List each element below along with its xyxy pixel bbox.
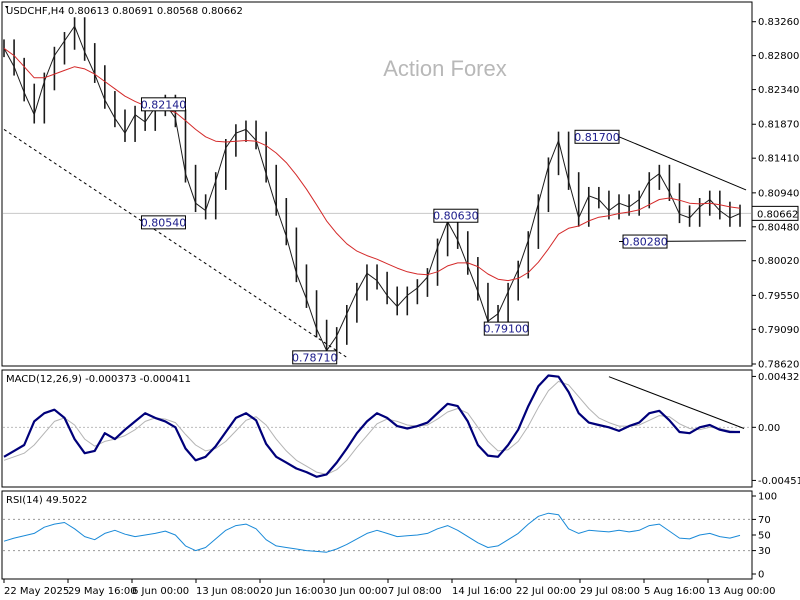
x-tick-label: 29 Jul 08:00 <box>580 586 640 597</box>
macd-trendline <box>608 376 745 429</box>
macd-panel: MACD(12,26,9) -0.000373 -0.000411 0.0043… <box>1 369 800 488</box>
price-annotation-label: 0.80630 <box>433 210 479 223</box>
price-annotation-box <box>433 208 479 223</box>
price-annotation-box <box>574 129 620 144</box>
rsi-tick-label: 0 <box>758 570 764 581</box>
price-tick-label: 0.79090 <box>758 325 799 336</box>
macd-tick-label: -0.004511 <box>758 476 800 487</box>
price-tick-label: 0.79550 <box>758 291 799 302</box>
price-annotation-box <box>140 97 186 112</box>
price-tick-label: 0.82340 <box>758 85 799 96</box>
x-tick-label: 22 May 2025 <box>4 586 69 597</box>
price-tick-label: 0.80940 <box>758 188 799 199</box>
price-panel: Action Forex USDCHF,H4 0.80613 0.80691 0… <box>1 1 799 371</box>
rsi-tick-label: 30 <box>758 546 771 557</box>
price-annotation-label: 0.80540 <box>141 216 187 229</box>
rsi-tick-label: 70 <box>758 515 771 526</box>
price-tick-label: 0.82800 <box>758 51 799 62</box>
rsi-title: RSI(14) 49.5022 <box>6 495 87 506</box>
rsi-series <box>3 512 751 553</box>
price-annotation-label: 0.81700 <box>574 131 620 144</box>
rsi-panel: RSI(14) 49.5022 100 70 50 30 0 <box>1 490 777 581</box>
rsi-tick-label: 100 <box>758 492 777 503</box>
macd-tick-label: 0.00 <box>758 423 780 434</box>
price-tick-label: 0.80480 <box>758 222 799 233</box>
price-close-line <box>3 25 741 352</box>
price-annotation-label: 0.78710 <box>292 351 338 364</box>
dropdown-arrow-icon <box>5 6 9 9</box>
moving-average-line <box>3 47 741 282</box>
last-price-marker: 0.80662 <box>751 205 799 221</box>
trendline <box>618 136 747 191</box>
price-tick-label: 0.80020 <box>758 256 799 267</box>
rsi-line <box>3 512 741 553</box>
x-tick-label: 5 Aug 16:00 <box>644 586 705 597</box>
price-annotations: 0.82140 0.80540 0.80630 0.78710 0.79100 0.817… <box>140 97 668 365</box>
macd-y-axis: 0.004325 0.00 -0.004511 <box>752 372 800 487</box>
price-tick-label: 0.81410 <box>758 154 799 165</box>
macd-panel-border <box>1 369 753 488</box>
price-y-axis: 0.83260 0.82800 0.82340 0.81870 0.81410 0.809… <box>752 17 799 371</box>
x-tick-label: 6 Jun 00:00 <box>132 586 189 597</box>
macd-series <box>3 374 751 478</box>
macd-tick-label: 0.004325 <box>758 372 800 383</box>
x-tick-label: 22 Jul 00:00 <box>516 586 576 597</box>
price-annotation-box <box>140 215 186 230</box>
rsi-y-axis: 100 70 50 30 0 <box>752 492 777 581</box>
price-annotation-label: 0.79100 <box>484 323 530 336</box>
x-tick-label: 7 Jul 08:00 <box>388 586 442 597</box>
price-tick-label: 0.81870 <box>758 120 799 131</box>
x-tick-label: 13 Jun 08:00 <box>196 586 260 597</box>
price-annotation-label: 0.82140 <box>141 98 187 111</box>
last-price-label: 0.80662 <box>757 209 798 220</box>
rsi-tick-label: 50 <box>758 531 771 542</box>
x-tick-label: 20 Jun 16:00 <box>260 586 324 597</box>
price-panel-border <box>1 1 753 367</box>
macd-title: MACD(12,26,9) -0.000373 -0.000411 <box>6 374 191 385</box>
watermark: Action Forex <box>383 56 507 81</box>
trendline <box>3 128 348 358</box>
price-annotation-box <box>622 234 668 249</box>
macd-line <box>3 374 740 478</box>
price-annotation-box <box>292 350 338 365</box>
price-annotation-label: 0.80280 <box>622 236 668 249</box>
price-annotation-box <box>483 321 529 336</box>
price-tick-label: 0.83260 <box>758 17 799 28</box>
price-tick-label: 0.78620 <box>758 360 799 371</box>
x-tick-label: 14 Jul 16:00 <box>452 586 512 597</box>
symbol-header: USDCHF,H4 0.80613 0.80691 0.80568 0.8066… <box>6 6 243 17</box>
last-price-box <box>751 205 799 221</box>
x-tick-label: 13 Aug 00:00 <box>708 586 775 597</box>
macd-signal-line <box>3 380 741 475</box>
x-tick-label: 29 May 16:00 <box>68 586 137 597</box>
x-tick-label: 30 Jun 00:00 <box>324 586 388 597</box>
